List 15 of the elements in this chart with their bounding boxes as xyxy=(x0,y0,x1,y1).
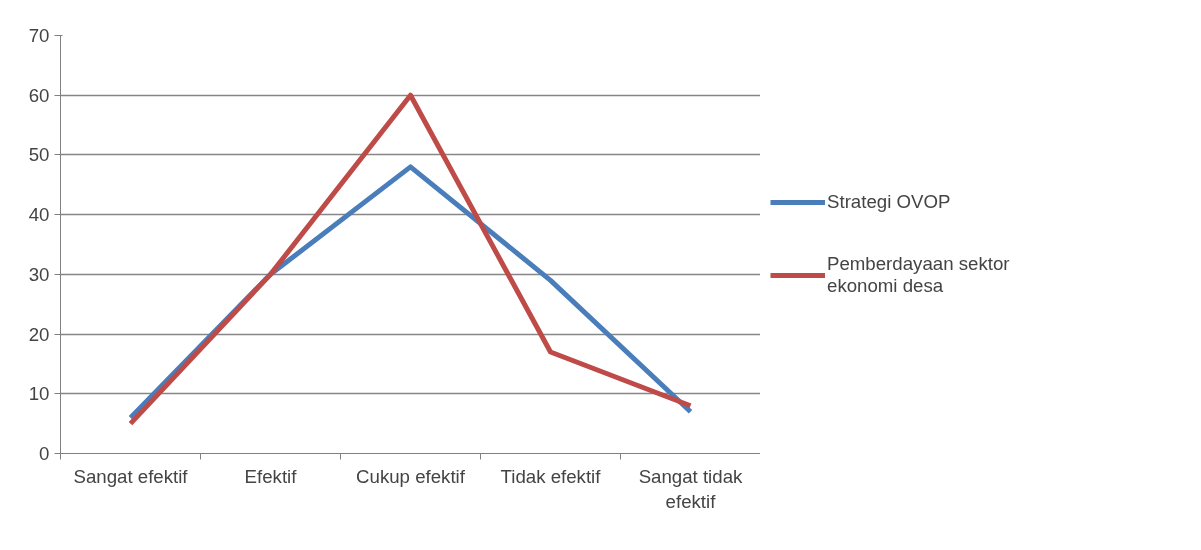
legend-label: Pemberdayaan sektor ekonomi desa xyxy=(827,253,1010,297)
y-tick-label: 0 xyxy=(39,443,50,464)
y-tick-label: 40 xyxy=(28,204,50,226)
x-tick-label: Cukup efektif xyxy=(356,465,466,487)
y-tick-label: 50 xyxy=(28,144,50,166)
y-tick-label: 30 xyxy=(28,263,50,285)
x-tick-label: Efektif xyxy=(244,465,298,487)
y-tick-label: 60 xyxy=(28,84,50,106)
y-tick-label: 70 xyxy=(28,25,50,46)
x-tick-label: Sangat efektif xyxy=(73,465,189,487)
x-tick-label: Tidak efektif xyxy=(500,465,602,487)
x-tick-label: Sangat tidak efektif xyxy=(638,465,744,512)
y-tick-label: 10 xyxy=(28,383,50,405)
y-tick-label: 20 xyxy=(28,323,50,345)
legend-label: Strategi OVOP xyxy=(827,191,951,213)
